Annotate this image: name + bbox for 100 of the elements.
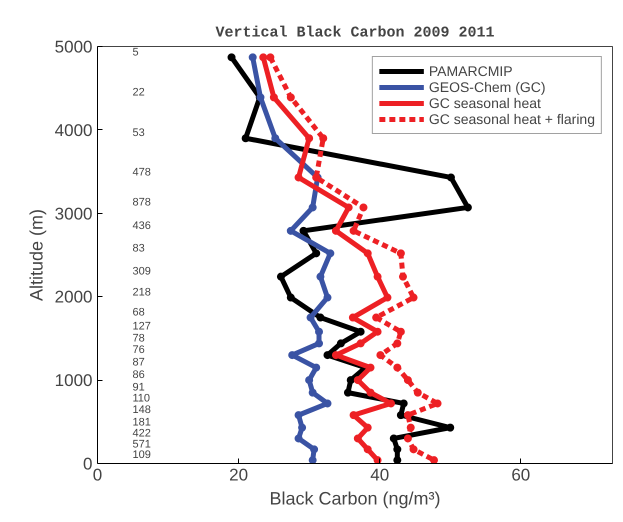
- x-axis-title: Black Carbon (ng/m³): [269, 488, 441, 508]
- point: [446, 173, 455, 182]
- point: [228, 53, 236, 62]
- legend-label: GC seasonal heat: [428, 95, 541, 111]
- point: [323, 294, 332, 302]
- point: [356, 339, 365, 348]
- point: [242, 134, 250, 142]
- point: [364, 424, 372, 432]
- point: [410, 445, 418, 454]
- point: [294, 173, 303, 182]
- point: [376, 351, 384, 360]
- chart-title: Vertical Black Carbon 2009 2011: [215, 24, 495, 42]
- y-tick-label: 4000: [54, 120, 93, 140]
- point: [393, 456, 402, 464]
- point: [364, 249, 372, 258]
- point: [286, 294, 295, 302]
- point: [398, 272, 407, 281]
- annotation: 218: [132, 286, 151, 299]
- point: [404, 411, 412, 420]
- annotation: 110: [132, 392, 150, 404]
- point: [383, 294, 392, 302]
- annotation: 422: [132, 427, 151, 440]
- point: [366, 388, 375, 397]
- annotation: 87: [132, 356, 145, 369]
- point: [354, 434, 362, 442]
- x-tick-label: 60: [511, 466, 530, 484]
- point: [414, 388, 422, 397]
- point: [406, 424, 415, 432]
- point: [393, 364, 402, 372]
- point: [390, 434, 398, 442]
- point: [374, 272, 382, 281]
- point: [312, 249, 320, 258]
- point: [364, 445, 372, 454]
- x-tick-label: 40: [370, 466, 390, 484]
- point: [294, 411, 303, 420]
- annotation: 83: [132, 242, 145, 254]
- point: [332, 226, 340, 235]
- point: [354, 376, 362, 384]
- annotation: 68: [132, 306, 145, 319]
- point: [336, 339, 345, 348]
- annotation: 478: [132, 166, 151, 178]
- point: [400, 399, 408, 408]
- annotation: 127: [132, 320, 151, 333]
- point: [308, 388, 317, 397]
- point: [312, 364, 320, 372]
- annotation: 86: [132, 369, 145, 382]
- point: [266, 53, 274, 62]
- y-axis-title: Altitude (m): [26, 208, 47, 302]
- annotation: 53: [132, 127, 145, 140]
- point: [270, 93, 278, 102]
- point: [286, 226, 295, 235]
- point: [316, 272, 324, 281]
- annotation: 309: [132, 266, 151, 278]
- legend-label: PAMARCMIP: [428, 63, 513, 79]
- point: [271, 134, 280, 142]
- annotation: 878: [132, 196, 151, 208]
- point: [308, 203, 317, 212]
- point: [308, 456, 317, 464]
- point: [344, 203, 353, 212]
- annotation: 22: [132, 86, 145, 98]
- point: [326, 249, 334, 258]
- point: [404, 376, 412, 384]
- annotation: 109: [132, 449, 151, 462]
- point: [359, 203, 368, 212]
- x-tick-label: 20: [229, 466, 248, 484]
- annotation: 181: [132, 416, 151, 429]
- annotation: 148: [132, 404, 151, 416]
- point: [300, 226, 308, 235]
- point: [306, 314, 315, 322]
- annotation: 91: [132, 382, 145, 394]
- point: [372, 314, 380, 322]
- y-tick-label: 5000: [54, 38, 93, 56]
- point: [315, 339, 324, 348]
- legend-label: GEOS-Chem (GC): [428, 79, 546, 95]
- point: [396, 328, 405, 336]
- point: [346, 376, 355, 384]
- point: [344, 388, 352, 397]
- y-tick-label: 1000: [54, 371, 93, 390]
- y-tick-label: 2000: [54, 288, 93, 307]
- point: [305, 134, 314, 142]
- annotation: 76: [132, 344, 145, 356]
- annotation: 78: [132, 332, 145, 344]
- point: [316, 314, 324, 322]
- annotation: 5: [132, 46, 139, 58]
- point: [286, 93, 295, 102]
- annotation: 436: [132, 220, 151, 232]
- point: [404, 434, 412, 442]
- point: [248, 53, 257, 62]
- point: [430, 456, 438, 464]
- annotation: 571: [132, 438, 151, 450]
- point: [374, 456, 382, 464]
- legend-label: GC seasonal heat + flaring: [428, 111, 595, 127]
- point: [298, 424, 306, 432]
- point: [315, 328, 324, 336]
- point: [319, 134, 328, 142]
- y-tick-label: 3000: [54, 204, 93, 224]
- point: [410, 294, 418, 302]
- point: [350, 226, 358, 235]
- point: [294, 434, 303, 442]
- point: [276, 272, 285, 281]
